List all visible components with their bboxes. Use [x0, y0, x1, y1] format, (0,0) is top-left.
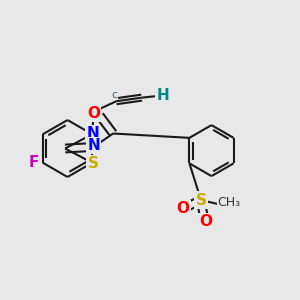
- Text: c: c: [112, 90, 118, 100]
- Text: O: O: [87, 106, 100, 121]
- Text: S: S: [196, 193, 206, 208]
- Text: O: O: [199, 214, 212, 229]
- Text: S: S: [88, 156, 99, 171]
- Text: N: N: [87, 138, 100, 153]
- Text: F: F: [28, 155, 39, 170]
- Text: O: O: [176, 201, 190, 216]
- Text: CH₃: CH₃: [217, 196, 241, 209]
- Text: H: H: [156, 88, 169, 103]
- Text: N: N: [86, 126, 99, 141]
